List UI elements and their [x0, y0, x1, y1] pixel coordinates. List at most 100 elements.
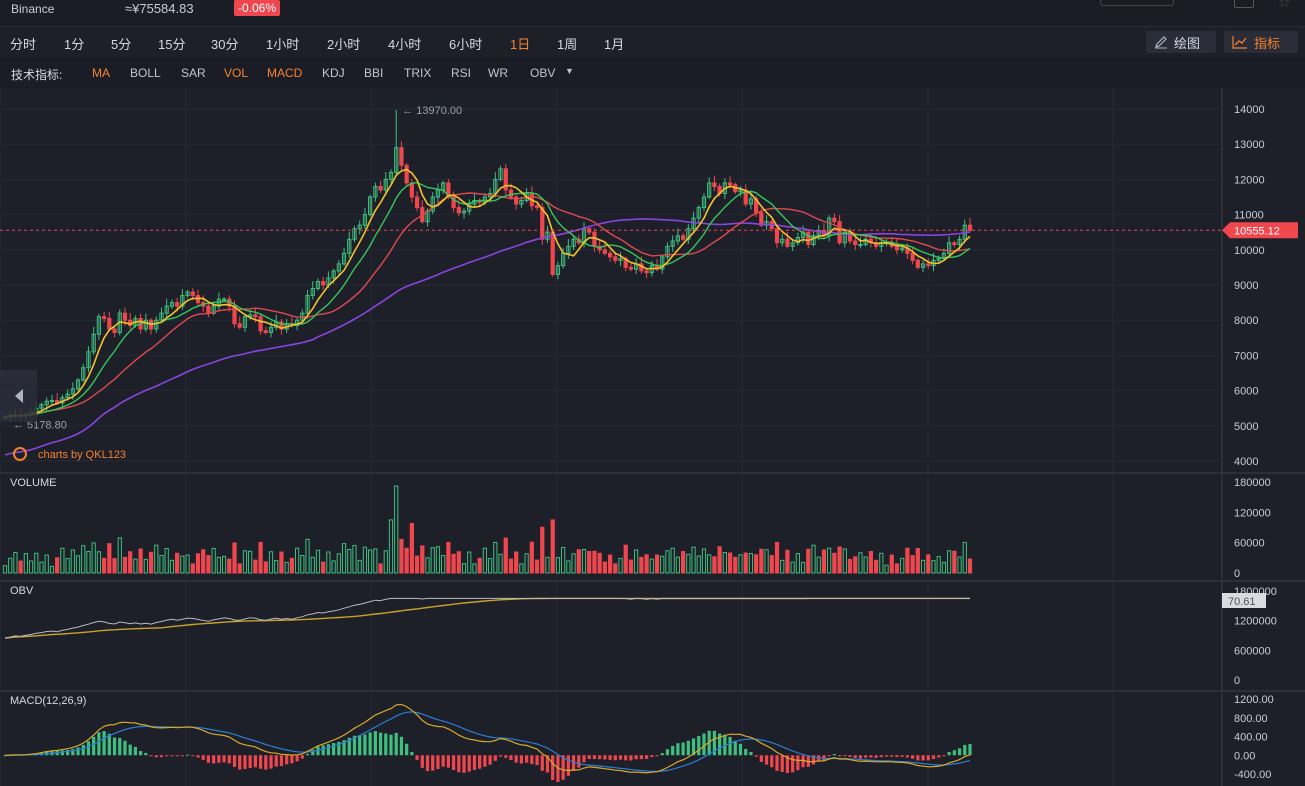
tab-timeframe-7[interactable]: 4小时 — [388, 37, 422, 52]
volume-bar — [180, 555, 185, 574]
volume-bar — [409, 522, 414, 574]
candle-body — [91, 333, 96, 353]
macd-bar — [728, 736, 732, 756]
volume-bar — [873, 559, 879, 574]
macd-bar — [963, 744, 967, 756]
candle-body — [70, 388, 75, 395]
macd-bar — [321, 745, 325, 756]
indicator-kdj[interactable]: KDJ — [322, 66, 345, 80]
obv-tick: 0 — [1234, 675, 1240, 687]
volume-bar — [242, 550, 248, 574]
candle-body — [566, 245, 571, 254]
macd-bar — [144, 752, 148, 756]
tab-timeframe-6[interactable]: 2小时 — [327, 37, 361, 52]
volume-bar — [13, 551, 18, 574]
tab-timeframe-4[interactable]: 30分 — [211, 37, 239, 52]
macd-bar — [86, 741, 91, 756]
macd-bar — [217, 755, 221, 763]
indicator-bbi[interactable]: BBI — [364, 66, 384, 80]
volume-bar — [221, 555, 227, 574]
tab-timeframe-9[interactable]: 1日 — [510, 37, 531, 52]
volume-bar — [86, 551, 91, 574]
dropdown-caret-icon[interactable]: ▼ — [565, 66, 574, 76]
candle-body — [811, 235, 816, 246]
scroll-left-button[interactable] — [0, 370, 37, 422]
tab-timeframe-0[interactable]: 分时 — [10, 37, 37, 52]
macd-bar — [817, 755, 821, 762]
macd-bar — [441, 755, 445, 767]
candle-body — [503, 168, 508, 191]
candle — [394, 110, 399, 175]
star-icon[interactable]: ☆ — [1278, 0, 1291, 10]
macd-bar — [180, 755, 184, 757]
change-badge: -0.06% — [234, 0, 281, 16]
candle — [321, 276, 326, 290]
macd-bar — [832, 754, 836, 756]
volume-bar — [133, 558, 138, 574]
indicator-macd[interactable]: MACD — [267, 66, 303, 80]
volume-bar — [717, 546, 722, 574]
price-tick: 14000 — [1234, 104, 1265, 116]
candle — [571, 236, 576, 251]
tab-timeframe-8[interactable]: 6小时 — [449, 37, 483, 52]
macd-tick: 1200.00 — [1234, 694, 1274, 706]
tab-timeframe-3[interactable]: 15分 — [158, 37, 186, 52]
draw-button[interactable]: 绘图 — [1146, 31, 1216, 53]
macd-bar — [957, 748, 962, 756]
macd-bar — [415, 755, 419, 760]
indicator-trix[interactable]: TRIX — [404, 66, 432, 80]
qkl-logo-icon — [13, 447, 27, 461]
indicator-wr[interactable]: WR — [488, 66, 508, 80]
candle — [952, 240, 957, 248]
candle-body — [305, 295, 310, 314]
candle-body — [75, 379, 81, 390]
candle-body — [571, 238, 576, 247]
indicator-obv[interactable]: OBV — [530, 66, 556, 80]
indicator-ma[interactable]: MA — [92, 66, 110, 80]
chevron-left-icon — [14, 389, 23, 403]
macd-bar — [911, 755, 915, 759]
draw-button-label: 绘图 — [1174, 35, 1201, 51]
tab-timeframe-5[interactable]: 1小时 — [266, 37, 300, 52]
macd-bar — [60, 750, 64, 756]
macd-bar — [326, 744, 331, 756]
volume-bar — [863, 556, 868, 574]
macd-bar — [608, 755, 612, 760]
candle — [305, 289, 310, 319]
macd-bar — [378, 732, 383, 756]
candle — [86, 346, 91, 373]
volume-bar — [2, 565, 8, 574]
candle-body — [967, 224, 973, 231]
volume-bar — [754, 554, 759, 574]
candle — [806, 230, 811, 249]
indicator-rsi[interactable]: RSI — [451, 66, 472, 80]
pair-selector[interactable] — [1100, 0, 1174, 6]
volume-bar — [576, 549, 581, 574]
candle-body — [915, 259, 920, 268]
chart-area[interactable]: 14000 13000 12000 11000 10000 9000 8000 7000 600… — [0, 88, 1305, 786]
candle — [947, 236, 952, 259]
tab-timeframe-1[interactable]: 1分 — [64, 37, 85, 52]
indicator-sar[interactable]: SAR — [181, 66, 206, 80]
price-tick: 7000 — [1234, 350, 1258, 362]
candle-body — [414, 196, 420, 209]
indicator-vol[interactable]: VOL — [224, 66, 249, 80]
volume-bar — [49, 565, 55, 574]
window-icon[interactable] — [1234, 0, 1254, 8]
candle-body — [404, 164, 409, 184]
macd-bar — [952, 750, 956, 756]
tab-timeframe-11[interactable]: 1月 — [604, 37, 625, 52]
macd-bar — [895, 755, 899, 758]
candle — [159, 307, 164, 323]
candle-body — [519, 200, 524, 205]
macd-bar — [582, 755, 586, 763]
indicator-boll[interactable]: BOLL — [130, 66, 161, 80]
volume-bar — [347, 548, 352, 574]
indicator-button[interactable]: 指标 — [1224, 31, 1298, 53]
tab-timeframe-2[interactable]: 5分 — [111, 37, 132, 52]
volume-bar — [644, 554, 649, 574]
candle — [628, 263, 634, 272]
volume-bar — [800, 561, 806, 574]
tab-timeframe-10[interactable]: 1周 — [557, 37, 578, 52]
candle — [101, 311, 107, 323]
